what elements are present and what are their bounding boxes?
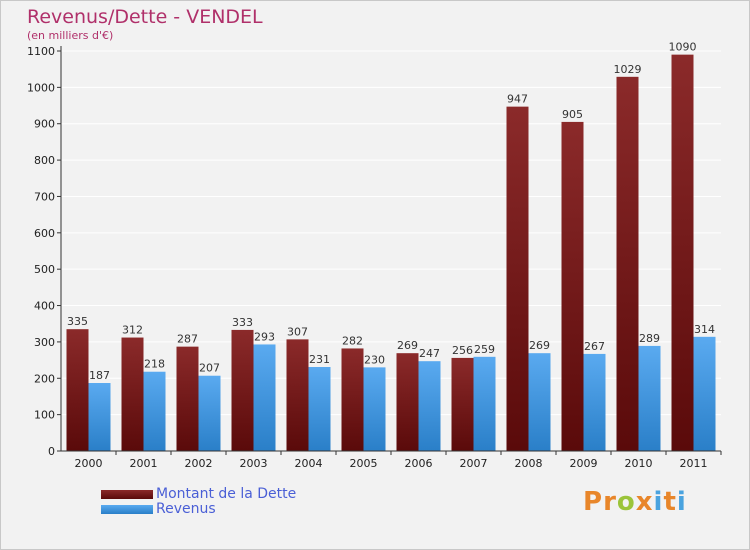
value-label-revenue-2003: 293 — [254, 330, 275, 343]
ytick-label-900: 900 — [34, 118, 55, 131]
xtick-label-2008: 2008 — [515, 457, 543, 470]
legend-swatch-debt — [101, 490, 153, 499]
legend-label-revenue: Revenus — [156, 501, 216, 517]
ytick-label-200: 200 — [34, 372, 55, 385]
value-label-debt-2009: 905 — [562, 108, 583, 121]
bar-debt-2000 — [66, 329, 89, 451]
bar-debt-2009 — [561, 121, 584, 451]
bar-debt-2001 — [121, 337, 144, 451]
legend-label-debt: Montant de la Dette — [156, 486, 297, 502]
value-label-revenue-2010: 289 — [639, 332, 660, 345]
value-label-debt-2011: 1090 — [669, 41, 697, 54]
value-label-revenue-2004: 231 — [309, 353, 330, 366]
bar-revenue-2007 — [473, 356, 496, 451]
ytick-label-0: 0 — [48, 445, 55, 458]
logo-letter: x — [635, 487, 654, 517]
value-label-revenue-2008: 269 — [529, 339, 550, 352]
ytick-label-400: 400 — [34, 300, 55, 313]
ytick-label-700: 700 — [34, 190, 55, 203]
value-label-revenue-2011: 314 — [694, 323, 715, 336]
logo-letter: o — [616, 487, 636, 517]
value-label-debt-2010: 1029 — [614, 63, 642, 76]
value-label-debt-2003: 333 — [232, 316, 253, 329]
xtick-label-2000: 2000 — [75, 457, 103, 470]
value-label-debt-2007: 256 — [452, 344, 473, 357]
value-label-revenue-2002: 207 — [199, 362, 220, 375]
value-label-debt-2004: 307 — [287, 325, 308, 338]
xtick-label-2006: 2006 — [405, 457, 433, 470]
ytick-label-800: 800 — [34, 154, 55, 167]
bar-debt-2011 — [671, 54, 694, 452]
xtick-label-2004: 2004 — [295, 457, 323, 470]
value-label-debt-2006: 269 — [397, 339, 418, 352]
bar-debt-2004 — [286, 339, 309, 451]
ytick-label-1000: 1000 — [27, 81, 55, 94]
xtick-label-2007: 2007 — [460, 457, 488, 470]
bar-debt-2003 — [231, 329, 254, 451]
logo-letter: r — [603, 487, 617, 517]
legend-item-revenue: Revenus — [101, 502, 296, 517]
value-label-debt-2008: 947 — [507, 93, 528, 106]
legend-item-debt: Montant de la Dette — [101, 487, 296, 502]
bar-revenue-2002 — [198, 375, 221, 451]
value-label-debt-2005: 282 — [342, 334, 363, 347]
xtick-label-2002: 2002 — [185, 457, 213, 470]
bar-revenue-2001 — [143, 371, 166, 451]
bar-revenue-2004 — [308, 367, 331, 451]
xtick-label-2001: 2001 — [130, 457, 158, 470]
bar-revenue-2009 — [583, 353, 606, 451]
value-label-revenue-2007: 259 — [474, 343, 495, 356]
value-label-revenue-2000: 187 — [89, 369, 110, 382]
value-label-debt-2002: 287 — [177, 333, 198, 346]
xtick-label-2009: 2009 — [570, 457, 598, 470]
bar-revenue-2005 — [363, 367, 386, 451]
proxiti-logo: Proxiti — [583, 487, 687, 517]
value-label-debt-2000: 335 — [67, 315, 88, 328]
bar-revenue-2008 — [528, 353, 551, 451]
bar-revenue-2010 — [638, 345, 661, 451]
bar-debt-2007 — [451, 357, 474, 451]
ytick-label-1100: 1100 — [27, 45, 55, 58]
bar-revenue-2006 — [418, 361, 441, 451]
logo-letter: i — [676, 487, 687, 517]
value-label-revenue-2009: 267 — [584, 340, 605, 353]
bar-debt-2005 — [341, 348, 364, 451]
legend-swatch-revenue — [101, 505, 153, 514]
xtick-label-2010: 2010 — [625, 457, 653, 470]
chart-subtitle: (en milliers d'€) — [27, 29, 114, 42]
bar-debt-2008 — [506, 106, 529, 452]
logo-letter: P — [583, 487, 604, 517]
value-label-revenue-2006: 247 — [419, 347, 440, 360]
value-label-revenue-2005: 230 — [364, 353, 385, 366]
bar-debt-2006 — [396, 353, 419, 451]
chart-legend: Montant de la Dette Revenus — [101, 487, 296, 517]
ytick-label-500: 500 — [34, 263, 55, 276]
xtick-label-2005: 2005 — [350, 457, 378, 470]
xtick-label-2011: 2011 — [680, 457, 708, 470]
ytick-label-600: 600 — [34, 227, 55, 240]
logo-letter: i — [653, 487, 664, 517]
value-label-revenue-2001: 218 — [144, 358, 165, 371]
bar-debt-2010 — [616, 76, 639, 452]
chart-title: Revenus/Dette - VENDEL — [27, 6, 263, 28]
ytick-label-100: 100 — [34, 409, 55, 422]
value-label-debt-2001: 312 — [122, 324, 143, 337]
bar-debt-2002 — [176, 346, 199, 451]
bar-revenue-2011 — [693, 336, 716, 451]
logo-letter: t — [663, 487, 677, 517]
bar-revenue-2000 — [88, 383, 111, 451]
ytick-label-300: 300 — [34, 336, 55, 349]
xtick-label-2003: 2003 — [240, 457, 268, 470]
bar-revenue-2003 — [253, 344, 276, 451]
